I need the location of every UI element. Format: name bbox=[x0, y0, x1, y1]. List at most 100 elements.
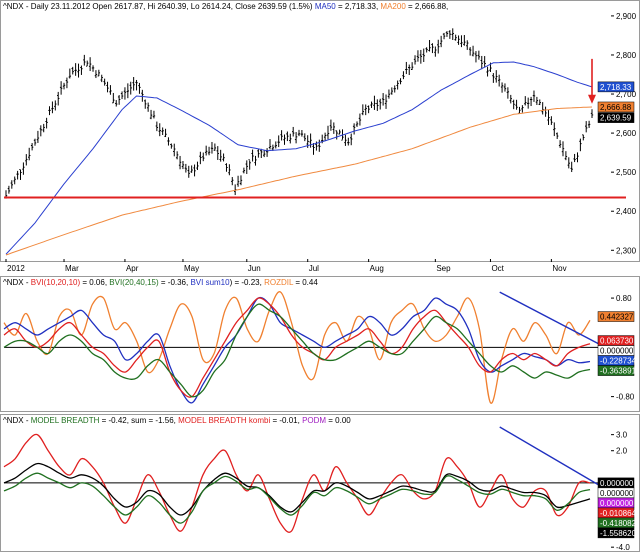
price-bar bbox=[236, 175, 240, 187]
title-part: = 0.00 bbox=[326, 416, 351, 425]
title-part: MODEL BREADTH bbox=[31, 416, 100, 425]
price-bar bbox=[289, 133, 292, 144]
price-bar bbox=[132, 77, 135, 91]
price-bar bbox=[83, 54, 86, 66]
y-tick-label: 2,400 bbox=[616, 207, 637, 216]
price-bar bbox=[57, 91, 60, 106]
ma50-line bbox=[5, 61, 593, 255]
last-value-tag: -0.363891 bbox=[597, 365, 637, 376]
price-bar bbox=[202, 152, 205, 162]
price-bar bbox=[117, 95, 121, 105]
price-bar bbox=[68, 68, 72, 79]
price-bar bbox=[30, 143, 34, 151]
price-bar bbox=[434, 46, 437, 57]
ma200-line bbox=[5, 106, 593, 256]
price-bar bbox=[332, 122, 336, 134]
price-bar bbox=[550, 116, 553, 125]
price-bar bbox=[408, 64, 411, 76]
price-bar bbox=[422, 48, 425, 63]
trend-line bbox=[499, 426, 616, 496]
price-bar bbox=[419, 49, 423, 64]
price-bar bbox=[42, 123, 45, 133]
price-bar bbox=[361, 104, 365, 116]
price-bar bbox=[74, 63, 77, 76]
price-bar bbox=[88, 57, 92, 72]
price-bar bbox=[16, 170, 19, 180]
price-bar bbox=[167, 137, 170, 146]
price-bar bbox=[123, 87, 127, 100]
series-line bbox=[3, 462, 591, 516]
price-bar bbox=[445, 31, 449, 37]
last-value-tag: -0.418082 bbox=[597, 517, 637, 529]
price-bar bbox=[219, 149, 222, 162]
price-bar bbox=[103, 78, 106, 86]
title-part: = 2,718.33, bbox=[336, 2, 381, 11]
y-tick-label: 2,800 bbox=[616, 51, 637, 60]
price-bar bbox=[274, 141, 277, 149]
price-bar bbox=[106, 81, 109, 93]
x-tick-label: Apr bbox=[126, 264, 139, 273]
price-bar bbox=[97, 69, 101, 77]
price-bar bbox=[204, 145, 208, 156]
x-tick-label: Mar bbox=[65, 264, 79, 273]
series-line bbox=[3, 297, 591, 398]
x-tick-label: Aug bbox=[370, 264, 384, 273]
price-bar bbox=[91, 65, 95, 72]
price-bar bbox=[367, 105, 370, 114]
series-line bbox=[3, 291, 591, 404]
price-bar bbox=[555, 132, 559, 139]
price-bar bbox=[439, 35, 443, 48]
price-bar bbox=[335, 130, 338, 140]
price-bar bbox=[280, 130, 283, 141]
price-bar bbox=[312, 143, 315, 155]
y-tick-label: 2,700 bbox=[616, 90, 637, 99]
price-bar bbox=[376, 99, 379, 111]
price-bar bbox=[355, 121, 359, 127]
price-bar bbox=[483, 56, 486, 67]
price-bar bbox=[364, 104, 367, 116]
last-value-tag: -1.558620 bbox=[597, 527, 637, 539]
price-bar bbox=[59, 81, 63, 95]
price-bar bbox=[294, 132, 298, 144]
price-bar bbox=[318, 139, 321, 152]
price-bar bbox=[582, 134, 585, 141]
y-tick-label: 3.0 bbox=[616, 431, 628, 440]
price-bar bbox=[190, 165, 193, 173]
price-bar bbox=[564, 151, 568, 161]
title-part: ^NDX - bbox=[3, 416, 31, 425]
price-bar bbox=[338, 129, 341, 135]
price-bar bbox=[248, 159, 251, 170]
panel-title: ^NDX - Daily 23.11.2012 Open 2617.87, Hi… bbox=[3, 2, 448, 11]
last-value-label: 0.442327 bbox=[600, 313, 634, 322]
title-part: ^NDX - Daily 23.11.2012 Open 2617.87, Hi… bbox=[3, 2, 315, 11]
price-bar bbox=[10, 180, 14, 189]
price-bar bbox=[512, 99, 515, 110]
price-bar bbox=[402, 71, 405, 80]
price-bar bbox=[584, 121, 588, 133]
price-bar bbox=[297, 129, 301, 137]
price-bar bbox=[164, 128, 167, 138]
title-part: = -0.42, sum = -1.56, bbox=[99, 416, 178, 425]
last-value-label: 0.000000 bbox=[600, 479, 634, 488]
price-bar bbox=[149, 109, 153, 120]
ohlc-bars bbox=[4, 28, 594, 199]
breadth-panel: ^NDX - MODEL BREADTH = -0.42, sum = -1.5… bbox=[0, 414, 640, 552]
panel-title: ^NDX - MODEL BREADTH = -0.42, sum = -1.5… bbox=[3, 416, 351, 425]
price-bar bbox=[178, 155, 182, 170]
title-part: = 2,666.88, bbox=[406, 2, 448, 11]
price-bar bbox=[350, 133, 353, 146]
title-part: BVI(20,40,15) bbox=[109, 278, 159, 287]
price-bar bbox=[486, 66, 489, 77]
down-arrow bbox=[588, 58, 596, 104]
price-bar bbox=[468, 47, 472, 56]
price-bar bbox=[245, 160, 248, 174]
price-bar bbox=[480, 55, 483, 70]
price-bar bbox=[323, 132, 327, 141]
price-bar bbox=[268, 139, 272, 150]
price-bar bbox=[477, 50, 481, 60]
price-bar bbox=[466, 40, 469, 50]
price-bar bbox=[13, 176, 16, 185]
price-panel: ^NDX - Daily 23.11.2012 Open 2617.87, Hi… bbox=[0, 0, 640, 273]
y-tick-label: 2,500 bbox=[616, 168, 637, 177]
price-bar bbox=[100, 74, 103, 83]
